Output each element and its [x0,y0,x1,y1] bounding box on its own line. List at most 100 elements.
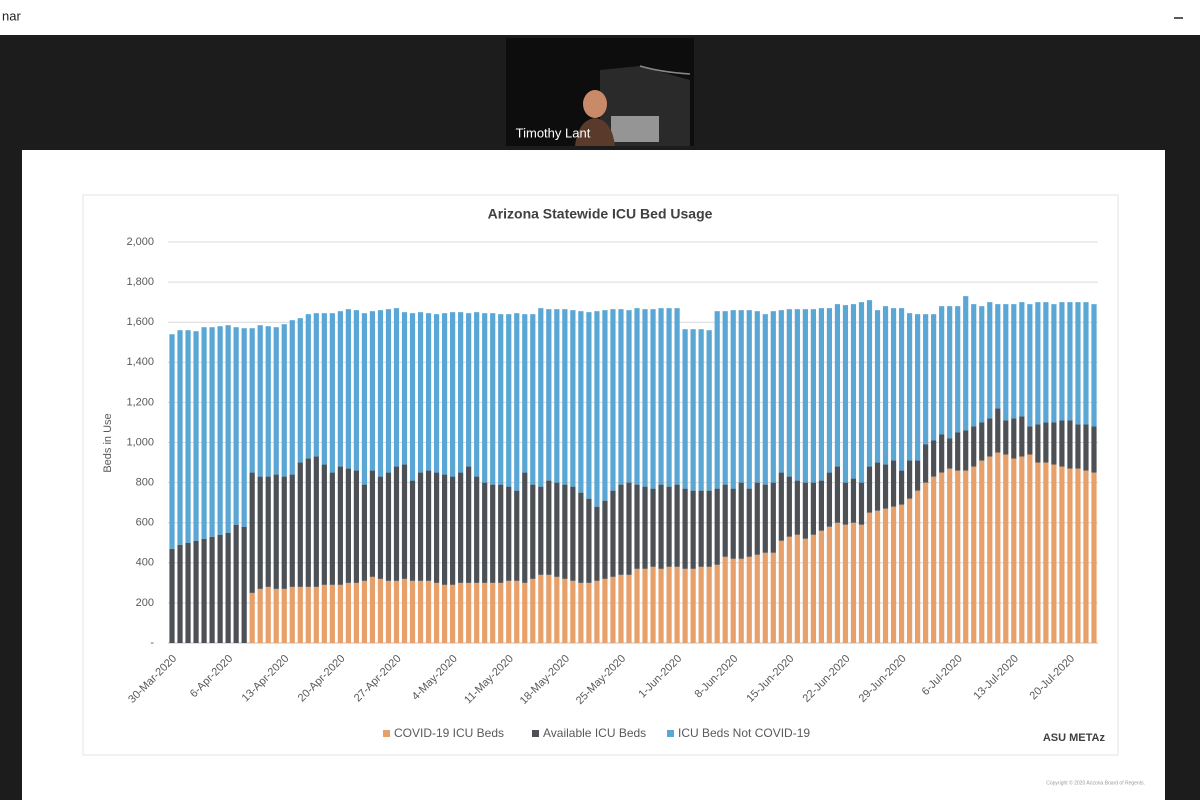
y-tick-label: 400 [136,557,154,569]
bar-segment [241,328,247,527]
bar-segment [506,314,512,487]
bar-segment [482,313,488,483]
bar-segment [193,331,199,541]
legend-label: COVID-19 ICU Beds [394,726,504,740]
bar-segment [778,472,784,541]
bar-segment [570,310,576,487]
bar-segment [1003,454,1009,643]
bar-segment [458,582,464,643]
bar-segment [490,582,496,643]
bar-segment [498,314,504,485]
bar-segment [923,444,929,483]
bar-segment [866,466,873,513]
bar-segment [249,592,255,643]
bar-segment [490,313,496,485]
bar-segment [1083,470,1089,643]
bar-segment [265,586,271,643]
legend-label: Available ICU Beds [543,726,646,740]
bar-segment [498,484,504,583]
bar-segment [890,460,897,507]
bar-segment [289,586,295,643]
bar-segment [1051,422,1057,465]
bar-segment [281,476,287,589]
bar-segment [313,313,319,457]
bar-segment [1059,302,1065,421]
bar-segment [1019,456,1025,643]
bar-segment [241,526,247,643]
bar-segment [722,556,728,643]
bar-segment [987,418,993,457]
bar-segment [754,554,760,643]
bar-segment [1019,302,1025,417]
bar-segment [594,506,600,581]
bar-segment [987,456,993,643]
bar-segment [450,476,456,585]
bar-segment [858,302,865,483]
video-tile: Timothy Lant [506,38,694,146]
bar-segment [698,566,704,643]
bar-segment [249,472,255,593]
bar-segment [746,310,752,489]
bar-segment [682,568,688,643]
bar-segment [377,310,384,477]
bar-segment [955,306,961,433]
bar-segment [874,310,881,463]
bar-segment [1011,418,1017,459]
bar-segment [482,582,488,643]
bar-segment [738,558,744,643]
bar-segment [746,488,752,557]
y-tick-label: 1,800 [126,276,154,288]
bar-segment [762,314,768,485]
bar-segment [530,484,536,579]
bar-segment [778,540,784,643]
bar-segment [353,470,360,583]
bar-segment [329,472,335,585]
bar-segment [201,538,207,643]
bar-segment [1003,304,1009,421]
bar-segment [786,536,792,643]
bar-segment [995,408,1001,453]
bar-segment [385,472,392,581]
bar-segment [562,484,568,579]
bar-segment [754,311,760,483]
bar-segment [514,580,520,643]
bar-segment [610,576,616,643]
bar-segment [658,308,664,485]
bar-segment [706,566,712,643]
bar-segment [931,314,937,441]
bar-segment [874,510,881,643]
bar-segment [842,524,849,643]
bar-segment [947,438,953,469]
bar-segment [794,309,800,481]
bar-segment [1003,420,1009,455]
bar-segment [626,574,632,643]
bar-segment [185,330,191,543]
person-head [583,90,607,118]
bar-segment [305,458,311,587]
chart-title: Arizona Statewide ICU Bed Usage [488,206,713,222]
bar-segment [794,534,800,643]
bar-segment [249,328,255,473]
bar-segment [674,566,680,643]
bar-segment [714,564,720,643]
bar-segment [947,468,953,643]
bar-segment [802,482,808,539]
bar-segment [850,478,857,523]
bar-segment [185,542,191,643]
bar-segment [842,305,849,483]
bar-segment [353,582,360,643]
bar-segment [1091,304,1097,427]
bar-segment [963,470,969,643]
bar-segment [915,460,921,491]
bar-segment [586,312,592,499]
bar-segment [345,309,351,469]
bar-segment [177,544,183,643]
bar-segment [177,330,183,545]
bar-segment [971,426,977,467]
bar-segment [233,327,239,525]
bar-segment [754,482,760,555]
bar-segment [369,470,376,577]
bar-segment [666,486,672,567]
bar-segment [826,526,833,643]
